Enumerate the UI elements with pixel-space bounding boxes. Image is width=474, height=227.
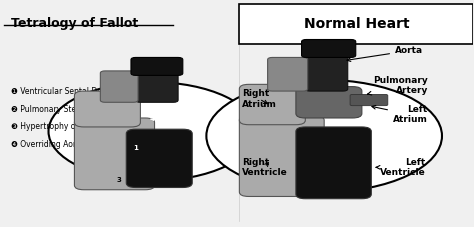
- Text: 2: 2: [152, 107, 157, 113]
- FancyBboxPatch shape: [301, 39, 356, 57]
- Text: ❷ Pulmonary Stenosis: ❷ Pulmonary Stenosis: [11, 104, 96, 114]
- FancyBboxPatch shape: [296, 127, 371, 199]
- Text: Right
Atrium: Right Atrium: [242, 89, 277, 109]
- Text: Left
Atrium: Left Atrium: [372, 105, 428, 124]
- FancyBboxPatch shape: [239, 4, 473, 44]
- Text: ❸ Hypertrophy of Rt. Ventricle: ❸ Hypertrophy of Rt. Ventricle: [11, 122, 128, 131]
- FancyBboxPatch shape: [126, 129, 192, 188]
- Text: 1: 1: [133, 145, 138, 151]
- FancyBboxPatch shape: [74, 91, 140, 127]
- Text: Normal Heart: Normal Heart: [304, 17, 410, 31]
- Circle shape: [48, 82, 256, 181]
- FancyBboxPatch shape: [239, 84, 305, 125]
- FancyBboxPatch shape: [74, 118, 155, 190]
- FancyBboxPatch shape: [296, 86, 362, 118]
- FancyBboxPatch shape: [239, 116, 324, 196]
- FancyBboxPatch shape: [136, 64, 178, 102]
- FancyBboxPatch shape: [350, 94, 388, 106]
- Text: Left
Ventricle: Left Ventricle: [376, 158, 426, 177]
- Text: ❹ Overriding Aorta: ❹ Overriding Aorta: [11, 140, 84, 149]
- Text: 3: 3: [117, 177, 122, 183]
- Text: 4: 4: [150, 116, 155, 122]
- FancyBboxPatch shape: [305, 51, 348, 91]
- FancyBboxPatch shape: [131, 57, 183, 75]
- Circle shape: [206, 80, 442, 192]
- Text: Aorta: Aorta: [347, 46, 423, 62]
- Text: Pulmonary
Artery: Pulmonary Artery: [367, 76, 428, 95]
- Text: ❶ Ventricular Septal Defect: ❶ Ventricular Septal Defect: [11, 86, 116, 96]
- FancyBboxPatch shape: [268, 57, 308, 91]
- Text: Right
Ventricle: Right Ventricle: [242, 158, 287, 177]
- Text: Tetralogy of Fallot: Tetralogy of Fallot: [11, 17, 138, 30]
- FancyBboxPatch shape: [100, 71, 138, 102]
